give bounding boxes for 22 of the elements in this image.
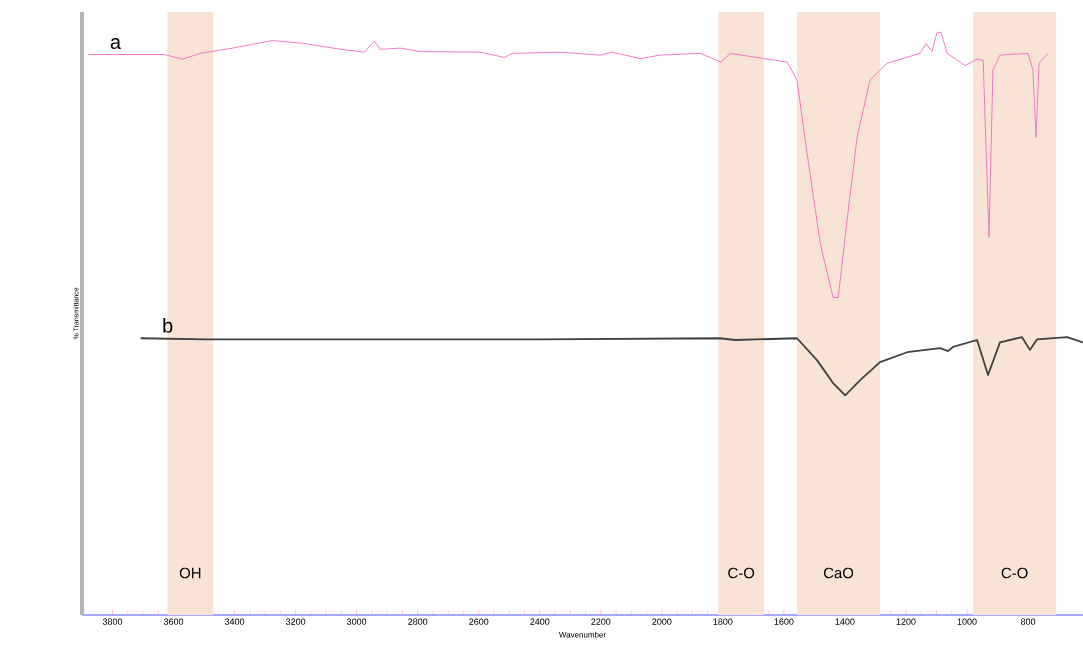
x-tick-label: 2000 bbox=[652, 618, 672, 625]
x-tick-label: 2200 bbox=[591, 618, 611, 625]
x-tick-label: 1000 bbox=[957, 618, 977, 625]
band-label: CaO bbox=[823, 567, 854, 579]
x-tick-label: 3000 bbox=[347, 618, 367, 625]
x-tick-label: 2600 bbox=[469, 618, 489, 625]
band-label: C-O bbox=[1001, 567, 1028, 579]
x-tick-label: 3800 bbox=[102, 618, 123, 625]
x-tick-label: 1400 bbox=[835, 618, 855, 625]
x-tick-label: 3600 bbox=[163, 618, 184, 625]
x-tick-label: 2400 bbox=[530, 618, 550, 625]
series-label: a bbox=[110, 38, 121, 49]
x-tick-label: 800 bbox=[1020, 618, 1036, 625]
band-label: OH bbox=[179, 567, 201, 579]
x-tick-label: 3200 bbox=[285, 618, 306, 625]
x-tick-label: 1200 bbox=[896, 618, 916, 625]
x-tick-label: 1800 bbox=[713, 618, 733, 625]
series-label: b bbox=[163, 318, 173, 333]
x-tick-label: 1600 bbox=[774, 618, 794, 625]
band-label: C-O bbox=[728, 567, 755, 579]
x-tick-label: 3400 bbox=[224, 618, 245, 625]
x-tick-label: 2800 bbox=[408, 618, 428, 625]
